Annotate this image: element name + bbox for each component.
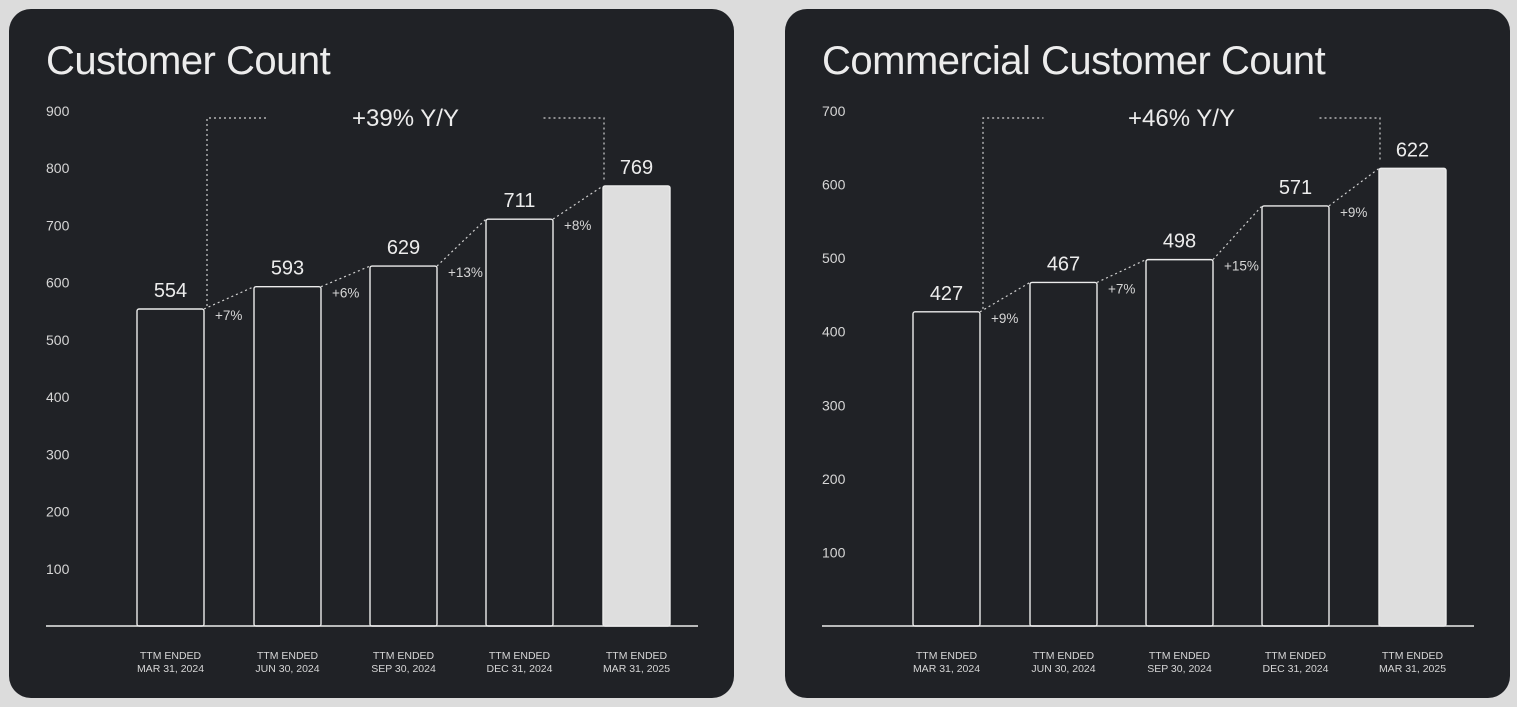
y-tick-label: 600 [46, 275, 70, 291]
x-tick-label: TTM ENDED [489, 650, 551, 662]
growth-connector [320, 265, 371, 288]
growth-label: +9% [991, 311, 1018, 326]
y-tick-label: 200 [822, 471, 846, 487]
growth-connector [1212, 205, 1263, 261]
bar [912, 311, 981, 627]
y-tick-label: 100 [46, 561, 70, 577]
growth-connector [203, 286, 255, 310]
bar [253, 285, 322, 627]
data-label: 427 [930, 283, 963, 305]
data-label: 467 [1047, 253, 1080, 275]
y-tick-label: 300 [46, 446, 70, 462]
yoy-bracket [1319, 117, 1381, 163]
data-label: 593 [271, 258, 304, 280]
growth-label: +7% [215, 308, 242, 323]
data-label: 554 [154, 280, 187, 302]
y-tick-label: 700 [822, 103, 846, 119]
y-tick-label: 300 [822, 397, 846, 413]
x-tick-label: JUN 30, 2024 [1031, 663, 1095, 675]
data-label: 769 [620, 157, 653, 179]
y-tick-label: 700 [46, 217, 70, 233]
yoy-bracket [982, 117, 1044, 309]
bar [136, 308, 205, 627]
y-tick-label: 600 [822, 177, 846, 193]
growth-connector [436, 218, 487, 267]
growth-label: +13% [448, 265, 483, 280]
yoy-label: +39% Y/Y [352, 105, 459, 132]
y-tick-label: 900 [46, 103, 70, 119]
y-tick-label: 500 [822, 250, 846, 266]
y-tick-label: 400 [822, 324, 846, 340]
x-tick-label: SEP 30, 2024 [1147, 663, 1212, 675]
x-tick-label: TTM ENDED [140, 650, 202, 662]
bar [1029, 281, 1098, 627]
data-label: 498 [1163, 231, 1196, 253]
x-tick-label: MAR 31, 2024 [137, 663, 204, 675]
x-tick-label: DEC 31, 2024 [487, 663, 553, 675]
yoy-label: +46% Y/Y [1128, 105, 1235, 132]
data-label: 629 [387, 237, 420, 259]
bar [369, 265, 438, 627]
customer-count-panel: Customer Count 100 200 300 400 500 600 700 800 9… [9, 9, 734, 698]
x-tick-label: TTM ENDED [257, 650, 319, 662]
growth-label: +8% [564, 218, 591, 233]
data-label: 571 [1279, 177, 1312, 199]
y-tick-label: 400 [46, 389, 70, 405]
bar [602, 185, 671, 627]
bar [485, 218, 554, 627]
x-tick-label: JUN 30, 2024 [255, 663, 319, 675]
y-tick-label: 800 [46, 160, 70, 176]
x-tick-label: TTM ENDED [916, 650, 978, 662]
yoy-bracket [543, 117, 605, 180]
growth-connector [1096, 259, 1147, 283]
growth-label: +6% [332, 286, 359, 301]
growth-connector [979, 281, 1031, 313]
x-tick-label: TTM ENDED [1265, 650, 1327, 662]
growth-label: +9% [1340, 205, 1367, 220]
x-tick-label: MAR 31, 2025 [603, 663, 670, 675]
growth-connector [1328, 167, 1380, 207]
x-tick-label: TTM ENDED [1149, 650, 1211, 662]
chart-title: Customer Count [46, 39, 331, 83]
bar [1378, 167, 1447, 627]
x-tick-label: TTM ENDED [373, 650, 435, 662]
x-tick-label: TTM ENDED [606, 650, 668, 662]
growth-label: +15% [1224, 259, 1259, 274]
chart-title: Commercial Customer Count [822, 39, 1326, 83]
y-tick-label: 500 [46, 332, 70, 348]
x-tick-label: TTM ENDED [1382, 650, 1444, 662]
bar [1145, 258, 1214, 627]
growth-connector [552, 185, 604, 220]
x-tick-label: TTM ENDED [1033, 650, 1095, 662]
x-tick-label: SEP 30, 2024 [371, 663, 436, 675]
commercial-customer-count-panel: Commercial Customer Count 100 200 300 400 50… [785, 9, 1510, 698]
y-tick-label: 200 [46, 504, 70, 520]
y-tick-label: 100 [822, 544, 846, 560]
data-label: 711 [504, 190, 536, 212]
bar [1261, 205, 1330, 627]
yoy-bracket [206, 117, 268, 306]
growth-label: +7% [1108, 281, 1135, 296]
data-label: 622 [1396, 139, 1429, 161]
x-tick-label: DEC 31, 2024 [1263, 663, 1329, 675]
x-tick-label: MAR 31, 2025 [1379, 663, 1446, 675]
x-tick-label: MAR 31, 2024 [913, 663, 980, 675]
